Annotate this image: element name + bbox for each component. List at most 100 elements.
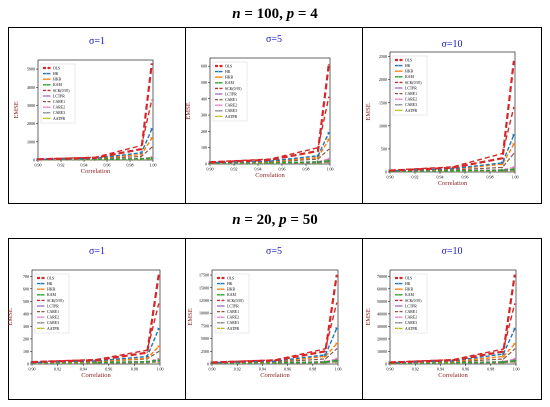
x-tick-label: 0.98 (487, 175, 494, 180)
legend-label: CARE1 (225, 98, 237, 102)
y-tick-label: 2000 (27, 121, 35, 126)
y-tick-label: 500 (381, 146, 387, 151)
x-tick-label: 0.90 (207, 167, 214, 172)
legend-marker (218, 104, 221, 107)
legend-label: OLS (405, 58, 412, 62)
data-point (158, 350, 160, 353)
data-point (513, 152, 515, 155)
series-line-aatpr (209, 161, 329, 165)
legend-label: LCTPR (405, 86, 417, 90)
legend-marker (398, 304, 401, 308)
legend-label: HKB (53, 78, 61, 82)
data-point (335, 342, 339, 346)
series-line-kam (211, 359, 337, 364)
data-point (324, 350, 326, 352)
data-point (336, 274, 338, 276)
x-axis-label: Correlation (255, 172, 285, 179)
legend-label: HKB (47, 288, 55, 292)
x-tick-label: 0.98 (127, 163, 134, 168)
legend-marker (220, 293, 223, 296)
legend-label: LCTPR (225, 92, 237, 96)
x-tick-label: 0.90 (35, 163, 42, 168)
data-point (327, 138, 331, 142)
title-p-value: = 50 (286, 212, 318, 228)
series-line-kam (37, 157, 152, 161)
x-tick-label: 0.90 (387, 175, 394, 180)
series-line-kam (389, 168, 514, 172)
legend-marker (46, 83, 49, 86)
legend-label: CARE2 (405, 316, 417, 320)
x-tick-label: 1.00 (150, 163, 157, 168)
legend-label: HK (225, 70, 231, 74)
series-line-ols (389, 61, 515, 172)
y-tick-label: 200 (23, 336, 29, 341)
data-point (151, 63, 153, 65)
x-tick-label: 0.96 (104, 163, 111, 168)
y-tick-label: 2500 (379, 54, 387, 59)
chart-title: σ=10 (441, 39, 462, 50)
legend-label: CARE1 (405, 92, 417, 96)
legend-label: LCTPR (227, 304, 239, 308)
legend-marker (40, 304, 43, 308)
x-tick-label: 1.00 (512, 175, 519, 180)
legend-label: CARE3 (53, 111, 65, 115)
legend-label: AATPR (53, 117, 65, 121)
y-axis-label: EMSE (185, 102, 192, 119)
y-tick-label: 0 (33, 158, 35, 163)
data-point (324, 358, 326, 360)
data-point (151, 99, 153, 101)
legend-marker (220, 316, 223, 319)
legend-marker (398, 316, 401, 319)
data-point (512, 142, 516, 146)
legend-marker (46, 106, 49, 109)
data-point (140, 148, 143, 150)
data-point (37, 158, 39, 160)
legend-marker (220, 327, 223, 330)
legend-marker (398, 75, 401, 78)
data-point (274, 359, 276, 362)
data-point (514, 348, 516, 350)
legend-marker (40, 282, 43, 285)
panel-top-left (8, 27, 186, 204)
legend-marker (398, 103, 401, 106)
data-point (146, 352, 148, 354)
series-line-ols (211, 274, 338, 364)
data-point (151, 146, 153, 148)
legend-label: CARE3 (225, 109, 237, 113)
data-point (514, 274, 516, 276)
x-tick-label: 0.94 (259, 367, 266, 372)
block-title-bottom: n = 20, p = 50 (0, 212, 550, 229)
legend-label: SCK(0.95) (225, 87, 242, 91)
legend-marker (46, 111, 49, 114)
data-point (146, 360, 149, 364)
legend-marker (40, 321, 43, 324)
y-tick-label: 1000 (379, 123, 387, 128)
y-tick-label: 17500 (199, 273, 209, 278)
x-tick-label: 0.92 (234, 367, 241, 372)
series-line-sck095 (389, 107, 515, 171)
data-point (157, 327, 161, 331)
x-axis-label: Correlation (438, 372, 468, 379)
data-point (150, 127, 154, 131)
legend-label: OLS (53, 66, 60, 70)
y-tick-label: 0 (205, 162, 207, 167)
series-line-sck095 (211, 302, 338, 363)
data-point (209, 161, 211, 163)
data-point (316, 160, 320, 164)
series-line-care1 (37, 146, 153, 161)
data-point (513, 60, 515, 62)
title-n-value: = 100, (240, 6, 287, 22)
data-point (328, 148, 330, 150)
x-tick-label: 0.96 (284, 367, 291, 372)
legend-marker (220, 304, 223, 308)
legend-label: OLS (225, 64, 232, 68)
legend-label: HKB (227, 288, 235, 292)
legend-label: SCK(0.95) (405, 81, 422, 85)
chart-title: σ=5 (266, 34, 282, 45)
legend-marker (398, 293, 401, 296)
data-point (211, 361, 213, 364)
chart-top-left: σ=1 0 1000 2000 3000 4000 5000 0.90 0.92 0.94 0.96… (13, 36, 157, 175)
legend-label: AATPR (47, 327, 59, 331)
x-tick-label: 0.98 (309, 367, 316, 372)
